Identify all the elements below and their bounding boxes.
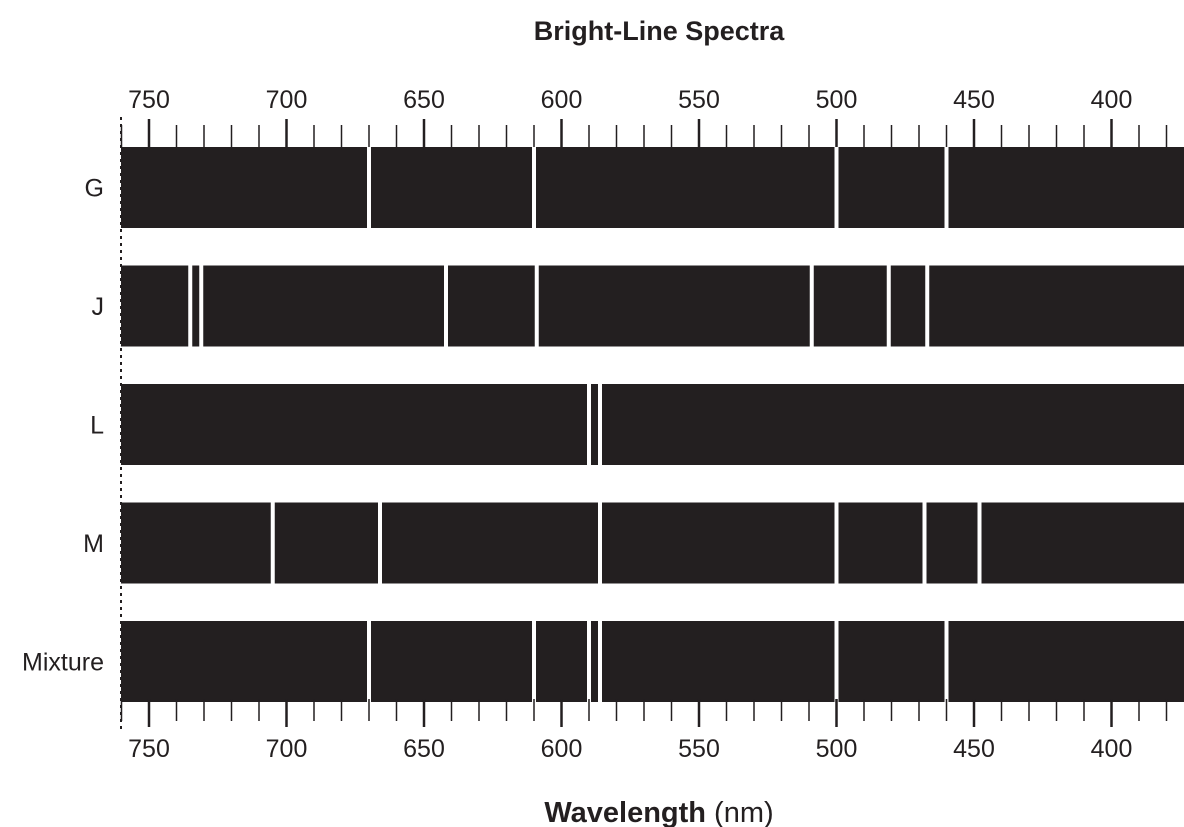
x-axis-title-main: Wavelength bbox=[544, 797, 706, 827]
spectrum-label: L bbox=[90, 412, 104, 440]
spectrum-label: G bbox=[85, 175, 104, 203]
emission-line bbox=[367, 621, 371, 702]
emission-line bbox=[834, 621, 839, 702]
top-axis-tick-label: 750 bbox=[128, 86, 170, 114]
emission-line bbox=[922, 502, 927, 584]
top-axis-tick-label: 450 bbox=[953, 86, 995, 114]
bottom-axis-tick-label: 600 bbox=[541, 735, 583, 763]
bottom-axis-tick-label: 700 bbox=[266, 735, 308, 763]
emission-line bbox=[534, 265, 539, 347]
bottom-axis-tick-label: 500 bbox=[816, 735, 858, 763]
emission-line bbox=[532, 621, 536, 702]
spectrum-label: Mixture bbox=[22, 649, 104, 677]
chart-title: Bright-Line Spectra bbox=[534, 16, 786, 46]
emission-line bbox=[598, 621, 602, 702]
spectrum-band bbox=[121, 384, 1184, 465]
top-axis-tick-label: 700 bbox=[266, 86, 308, 114]
emission-line bbox=[886, 265, 891, 347]
emission-line bbox=[587, 384, 591, 465]
emission-line bbox=[977, 502, 982, 584]
emission-line bbox=[188, 265, 193, 347]
spectrum-label: J bbox=[92, 293, 105, 321]
top-axis-tick-label: 650 bbox=[403, 86, 445, 114]
top-axis-tick-label: 550 bbox=[678, 86, 720, 114]
emission-line bbox=[834, 147, 839, 228]
emission-line bbox=[944, 147, 949, 228]
emission-line bbox=[532, 147, 536, 228]
emission-line bbox=[378, 502, 382, 584]
spectrum-band bbox=[121, 265, 1184, 347]
bottom-axis-tick-label: 400 bbox=[1091, 735, 1133, 763]
spectrum-row: M bbox=[83, 502, 1184, 584]
emission-line bbox=[199, 265, 204, 347]
top-wavelength-axis: 750 700 650 600 550 500 450 400 bbox=[120, 86, 1168, 147]
bottom-axis-tick-label: 750 bbox=[128, 735, 170, 763]
emission-line bbox=[944, 621, 949, 702]
top-axis-tick-label: 400 bbox=[1091, 86, 1133, 114]
bottom-axis-tick-label: 450 bbox=[953, 735, 995, 763]
spectrum-row: L bbox=[90, 384, 1184, 465]
emission-line bbox=[444, 265, 448, 347]
spectrum-row: Mixture bbox=[22, 621, 1184, 702]
spectrum-band bbox=[121, 147, 1184, 228]
emission-line bbox=[270, 502, 275, 584]
emission-line bbox=[587, 621, 591, 702]
bottom-wavelength-axis: 750 700 650 600 550 500 450 400 bbox=[120, 699, 1168, 763]
spectra-bands: G J L M Mixture bbox=[22, 147, 1184, 702]
top-axis-tick-label: 600 bbox=[541, 86, 583, 114]
spectrum-row: G bbox=[85, 147, 1184, 228]
bottom-axis-tick-label: 650 bbox=[403, 735, 445, 763]
spectrum-label: M bbox=[83, 530, 104, 558]
emission-line bbox=[925, 265, 930, 347]
x-axis-title-unit: (nm) bbox=[706, 797, 774, 827]
emission-line bbox=[598, 502, 602, 584]
emission-line bbox=[598, 384, 602, 465]
spectrum-band bbox=[121, 621, 1184, 702]
emission-line bbox=[834, 502, 839, 584]
spectrum-row: J bbox=[92, 265, 1184, 347]
top-axis-tick-label: 500 bbox=[816, 86, 858, 114]
x-axis-title: Wavelength (nm) bbox=[544, 797, 773, 827]
emission-line bbox=[809, 265, 814, 347]
spectrum-band bbox=[121, 502, 1184, 584]
emission-line bbox=[367, 147, 371, 228]
bottom-axis-tick-label: 550 bbox=[678, 735, 720, 763]
